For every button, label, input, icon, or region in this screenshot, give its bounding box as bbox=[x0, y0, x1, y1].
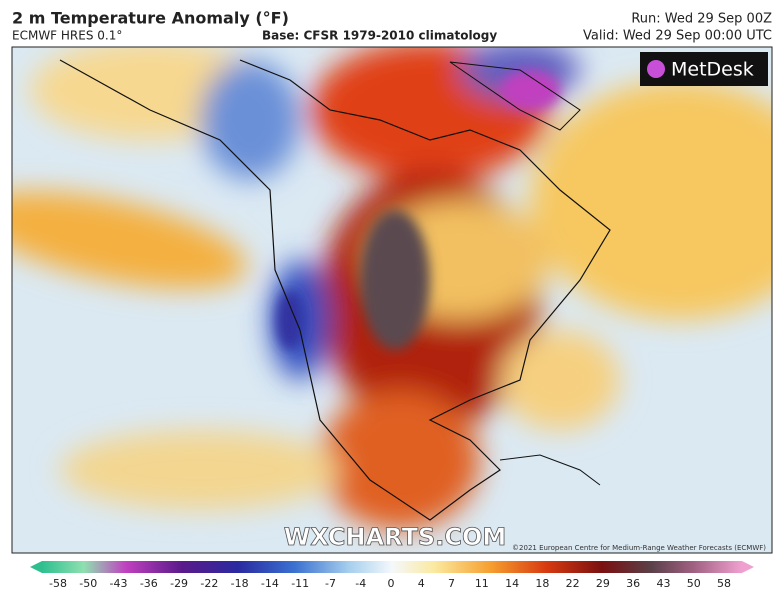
colorbar-tick-label: 22 bbox=[566, 577, 580, 590]
colorbar bbox=[30, 561, 754, 573]
colorbar-tick-label: -11 bbox=[291, 577, 309, 590]
colorbar-tick-label: 29 bbox=[596, 577, 610, 590]
title: 2 m Temperature Anomaly (°F) bbox=[12, 9, 289, 28]
colorbar-tick-label: -22 bbox=[200, 577, 218, 590]
colorbar-tick-label: -50 bbox=[79, 577, 97, 590]
map-frame bbox=[11, 46, 773, 554]
colorbar-tick-label: -14 bbox=[261, 577, 279, 590]
colorbar-tick-label: 4 bbox=[418, 577, 425, 590]
logo: MetDesk bbox=[671, 59, 754, 81]
colorbar-tick-label: -29 bbox=[170, 577, 188, 590]
run: Run: Wed 29 Sep 00Z bbox=[631, 12, 772, 27]
colorbar-tick-label: -7 bbox=[325, 577, 336, 590]
colorbar-tick-label: -43 bbox=[110, 577, 128, 590]
credit: ©2021 European Centre for Medium-Range W… bbox=[512, 544, 766, 552]
colorbar-tick-label: 7 bbox=[448, 577, 455, 590]
colorbar-tick-label: -4 bbox=[355, 577, 366, 590]
map: MetDesk WXCHARTS.COM ©2021 European Cent… bbox=[12, 47, 772, 553]
colorbar-ticks: -58 -50 -43 -36 -29 -22 -18 -14 -11 -7 -4 0 4 7 11 14 18… bbox=[49, 577, 731, 590]
colorbar-tick-label: 14 bbox=[505, 577, 519, 590]
colorbar-tick-label: 36 bbox=[626, 577, 640, 590]
watermark: WXCHARTS.COM bbox=[284, 523, 506, 551]
model: ECMWF HRES 0.1° bbox=[12, 29, 122, 43]
colorbar-tick-label: 58 bbox=[717, 577, 731, 590]
colorbar-tick-label: 11 bbox=[475, 577, 489, 590]
colorbar-tick-label: 18 bbox=[535, 577, 549, 590]
base: Base: CFSR 1979-2010 climatology bbox=[262, 29, 497, 43]
colorbar-tick-label: -18 bbox=[231, 577, 249, 590]
colorbar-tick-label: 50 bbox=[687, 577, 701, 590]
colorbar-tick-label: 43 bbox=[656, 577, 670, 590]
colorbar-tick-label: 0 bbox=[388, 577, 395, 590]
colorbar-tick-label: -58 bbox=[49, 577, 67, 590]
colorbar-tick-label: -36 bbox=[140, 577, 158, 590]
valid: Valid: Wed 29 Sep 00:00 UTC bbox=[583, 29, 772, 44]
